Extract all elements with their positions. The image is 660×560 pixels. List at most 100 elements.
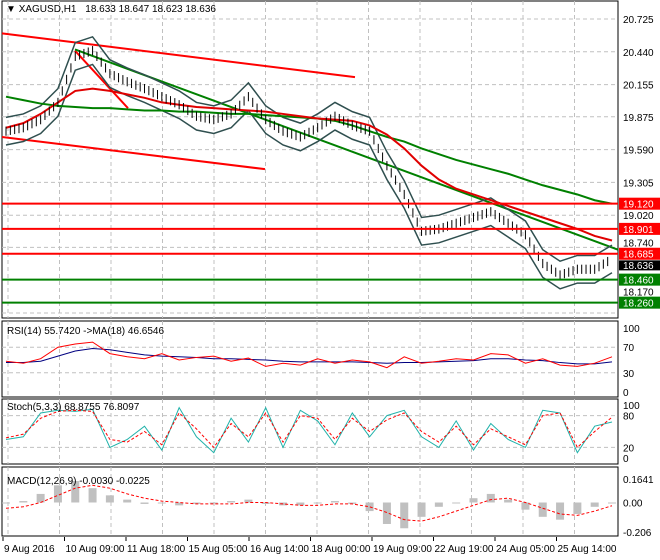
macd-histogram-bar <box>261 502 270 504</box>
date-label: 9 Aug 2016 <box>4 544 55 555</box>
macd-histogram-bar <box>296 502 305 506</box>
price-tick: 19.305 <box>623 178 654 189</box>
price-tick: 20.725 <box>623 15 654 26</box>
rsi-tick: 0 <box>623 388 629 399</box>
date-label: 25 Aug 14:00 <box>558 544 617 555</box>
level-label: 18.260 <box>623 299 654 310</box>
date-label: 22 Aug 19:00 <box>435 544 494 555</box>
macd-histogram-bar <box>590 502 599 507</box>
level-label: 18.460 <box>623 276 654 287</box>
macd-histogram-bar <box>365 502 374 512</box>
stoch-tick: 80 <box>623 412 635 423</box>
level-label: 18.685 <box>623 250 654 261</box>
panel-border-2 <box>1 398 619 465</box>
macd-histogram-bar <box>192 502 201 504</box>
level-badge <box>619 222 660 235</box>
rsi-tick: 30 <box>623 369 635 380</box>
ma-slow-line <box>5 95 613 205</box>
macd-histogram-bar <box>382 502 391 524</box>
stoch-tick: 20 <box>623 443 635 454</box>
macd-tick: 0.00 <box>623 498 643 509</box>
macd-histogram-bar <box>469 498 478 503</box>
macd-histogram-bar <box>71 481 80 503</box>
macd-histogram-bar <box>452 502 461 504</box>
ma-fast-line <box>5 87 613 242</box>
level-label: 19.120 <box>623 200 654 211</box>
price-tick: 18.740 <box>623 239 654 250</box>
rsi-tick: 100 <box>623 324 640 335</box>
macd-histogram-bar <box>244 499 253 503</box>
stoch-tick: 100 <box>623 401 640 412</box>
date-label: 24 Aug 05:00 <box>496 544 555 555</box>
bollinger-lower <box>5 63 613 290</box>
macd-histogram-bar <box>608 502 616 504</box>
macd-histogram-bar <box>573 502 582 514</box>
macd-histogram-bar <box>53 485 62 503</box>
macd-histogram-bar <box>417 502 426 517</box>
ohlc-values: 18.633 18.647 18.623 18.636 <box>85 4 216 15</box>
macd-histogram-bar <box>556 502 565 520</box>
level-badge <box>619 296 660 309</box>
stoch-label: Stoch(5,3,3) 68.8755 76.8097 <box>7 402 140 413</box>
macd-histogram-bar <box>227 501 236 503</box>
macd-histogram-bar <box>36 493 45 503</box>
macd-histogram-bar <box>140 502 149 504</box>
macd-label: MACD(12,26,9) -0.0030 -0.0225 <box>7 476 150 487</box>
level-label: 18.901 <box>623 225 654 236</box>
symbol-label: XAGUSD,H1 <box>18 4 77 15</box>
stoch-main-line <box>5 406 613 454</box>
date-label: 16 Aug 14:00 <box>250 544 309 555</box>
price-tick: 19.590 <box>623 146 654 157</box>
channel-upper-line <box>1 32 356 79</box>
macd-histogram-bar <box>19 501 28 503</box>
date-label: 11 Aug 18:00 <box>127 544 186 555</box>
last-price-badge <box>619 260 660 271</box>
macd-histogram-bar <box>330 501 339 503</box>
price-tick: 19.020 <box>623 211 654 222</box>
price-tick: 18.170 <box>623 288 654 299</box>
macd-tick: -0.206 <box>623 528 652 539</box>
macd-histogram-bar <box>88 488 97 503</box>
level-badge <box>619 247 660 260</box>
date-label: 10 Aug 09:00 <box>66 544 125 555</box>
macd-histogram-bar <box>175 502 184 506</box>
price-tick: 20.155 <box>623 81 654 92</box>
macd-tick: 0.1641 <box>623 475 654 486</box>
macd-histogram-bar <box>521 502 530 510</box>
short-trend-line <box>74 49 129 109</box>
macd-histogram-bar <box>538 502 547 517</box>
price-tick: 19.875 <box>623 113 654 124</box>
macd-histogram-bar <box>504 499 513 503</box>
macd-histogram-bar <box>2 502 10 504</box>
macd-histogram-bar <box>209 502 218 504</box>
rsi-line <box>5 341 613 369</box>
macd-histogram-bar <box>400 502 409 529</box>
level-badge <box>619 273 660 286</box>
stoch-signal-line <box>5 409 613 449</box>
macd-histogram-bar <box>434 502 443 507</box>
panel-border-3 <box>1 466 619 537</box>
rsi-tick: 70 <box>623 343 635 354</box>
panel-border-0 <box>1 0 619 319</box>
chart-header: ▼ XAGUSD,H1 18.633 18.647 18.623 18.636 <box>6 4 216 15</box>
date-label: 18 Aug 00:00 <box>312 544 371 555</box>
stoch-tick: 0 <box>623 454 629 465</box>
rsi-label: RSI(14) 55.7420 ->MA(18) 46.6546 <box>7 326 164 337</box>
channel-lower-line <box>1 135 266 171</box>
dropdown-triangle-icon[interactable]: ▼ <box>6 4 16 15</box>
level-badge <box>619 197 660 210</box>
macd-histogram-bar <box>105 495 114 503</box>
macd-histogram-bar <box>123 499 132 503</box>
macd-signal-line <box>5 484 613 522</box>
date-label: 15 Aug 05:00 <box>189 544 248 555</box>
green-trend-line <box>74 48 619 251</box>
macd-histogram-bar <box>348 502 357 504</box>
macd-histogram-bar <box>313 502 322 504</box>
date-label: 19 Aug 09:00 <box>373 544 432 555</box>
macd-histogram-bar <box>486 493 495 503</box>
last-price-label: 18.636 <box>623 261 654 272</box>
price-tick: 20.440 <box>623 48 654 59</box>
panel-border-1 <box>1 320 619 398</box>
